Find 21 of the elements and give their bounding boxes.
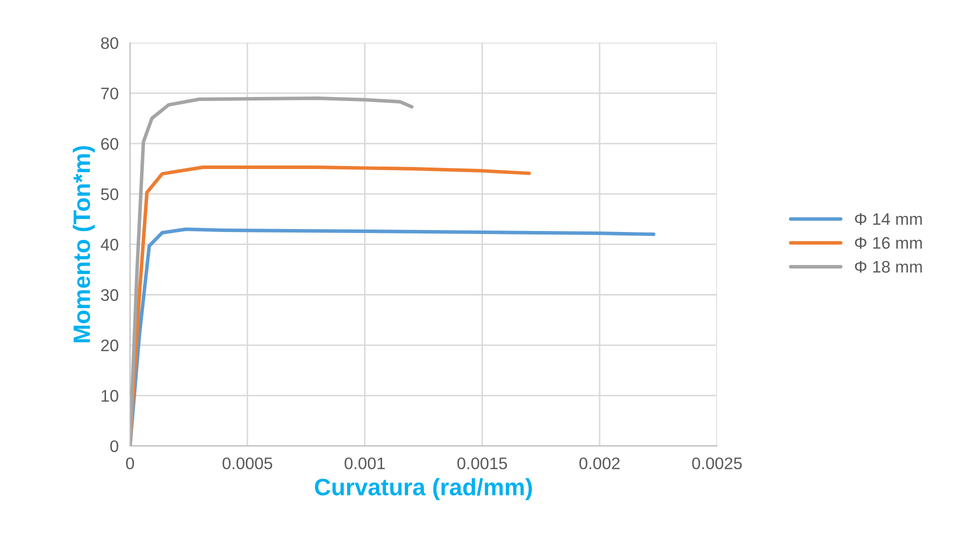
x-tick-label: 0.002 (579, 457, 620, 470)
y-tick-label: 10 (102, 390, 118, 402)
legend-label: Φ 18 mm (854, 260, 922, 273)
y-tick-label: 40 (100, 238, 118, 251)
y-tick-label: 70 (101, 88, 118, 100)
legend-label: Φ 14 mm (854, 213, 922, 225)
y-tick-label: 80 (101, 37, 118, 50)
x-tick-label: 0 (126, 457, 134, 470)
y-tick-label: 0 (110, 440, 118, 452)
legend-label: Φ 16 mm (854, 237, 922, 249)
x-tick-label: 0.0025 (692, 457, 742, 470)
line-series (130, 96, 414, 446)
y-axis-title: Momento (Ton*m) (72, 146, 95, 342)
x-axis-title: Curvatura (rad/mm) (314, 478, 532, 500)
y-tick-label: 30 (101, 289, 118, 301)
x-tick-label: 0.001 (344, 457, 385, 470)
y-tick-label: 50 (101, 188, 118, 200)
y-tick-label: 20 (101, 340, 118, 352)
x-tick-label: 0.0005 (222, 457, 272, 470)
x-tick-label: 0.0015 (457, 457, 507, 470)
y-tick-label: 60 (101, 138, 118, 150)
